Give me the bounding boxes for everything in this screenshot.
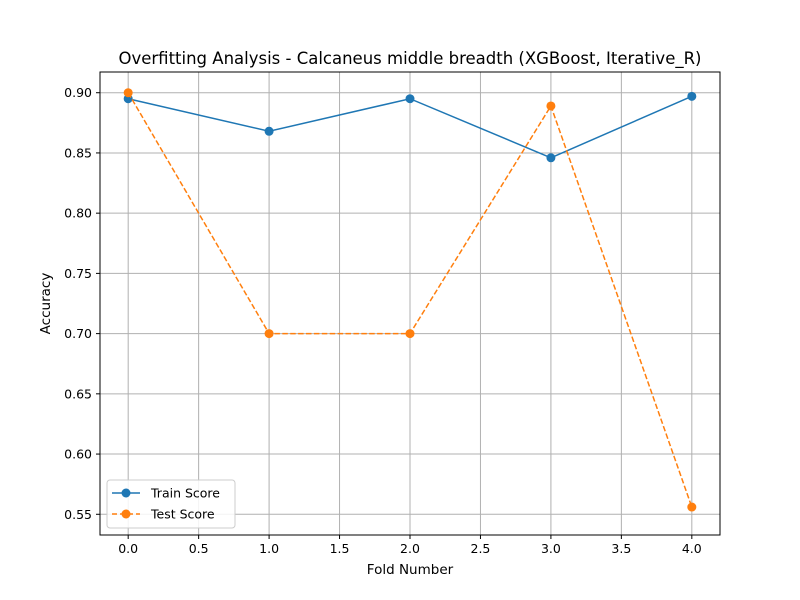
x-tick-label: 1.5 — [330, 541, 350, 556]
y-tick-label: 0.85 — [64, 145, 92, 160]
y-tick-label: 0.65 — [64, 386, 92, 401]
x-tick-label: 1.0 — [259, 541, 279, 556]
grid — [100, 72, 720, 535]
x-tick-label: 0.5 — [189, 541, 209, 556]
y-axis-label: Accuracy — [38, 273, 54, 335]
y-tick-label: 0.90 — [64, 85, 92, 100]
y-tick-label: 0.60 — [64, 447, 92, 462]
test-score-point — [264, 329, 274, 339]
x-tick-label: 4.0 — [682, 541, 702, 556]
y-tick-label: 0.80 — [64, 206, 92, 221]
legend-train-label: Train Score — [150, 486, 220, 501]
train-score-point — [687, 91, 697, 101]
y-tick-label: 0.70 — [64, 326, 92, 341]
x-tick-label: 2.5 — [471, 541, 491, 556]
y-tick-label: 0.75 — [64, 266, 92, 281]
x-axis-label: Fold Number — [367, 562, 454, 578]
test-score-point — [546, 101, 556, 111]
test-score-point — [405, 329, 415, 339]
legend-train-marker — [121, 488, 131, 498]
legend-test-marker — [121, 509, 131, 519]
legend-box — [106, 479, 236, 529]
test-score-point — [687, 502, 697, 512]
x-tick-label: 0.0 — [118, 541, 138, 556]
plot-series — [123, 88, 697, 512]
y-tick-label: 0.55 — [64, 507, 92, 522]
x-tick-label: 3.5 — [611, 541, 631, 556]
train-score-point — [264, 126, 274, 136]
x-axis-ticks: 0.0 0.5 1.0 1.5 2.0 2.5 3.0 3.5 4.0 — [118, 535, 702, 556]
train-score-point — [405, 94, 415, 104]
x-tick-label: 3.0 — [541, 541, 561, 556]
x-tick-label: 2.0 — [400, 541, 420, 556]
y-axis-ticks: 0.55 0.60 0.65 0.70 0.75 0.80 0.85 0.90 — [64, 85, 100, 522]
test-score-point — [123, 88, 133, 98]
chart-title: Overfitting Analysis - Calcaneus middle … — [119, 49, 702, 69]
legend-test-label: Test Score — [150, 507, 215, 522]
train-score-point — [546, 153, 556, 163]
legend: Train Score Test Score — [106, 479, 236, 529]
